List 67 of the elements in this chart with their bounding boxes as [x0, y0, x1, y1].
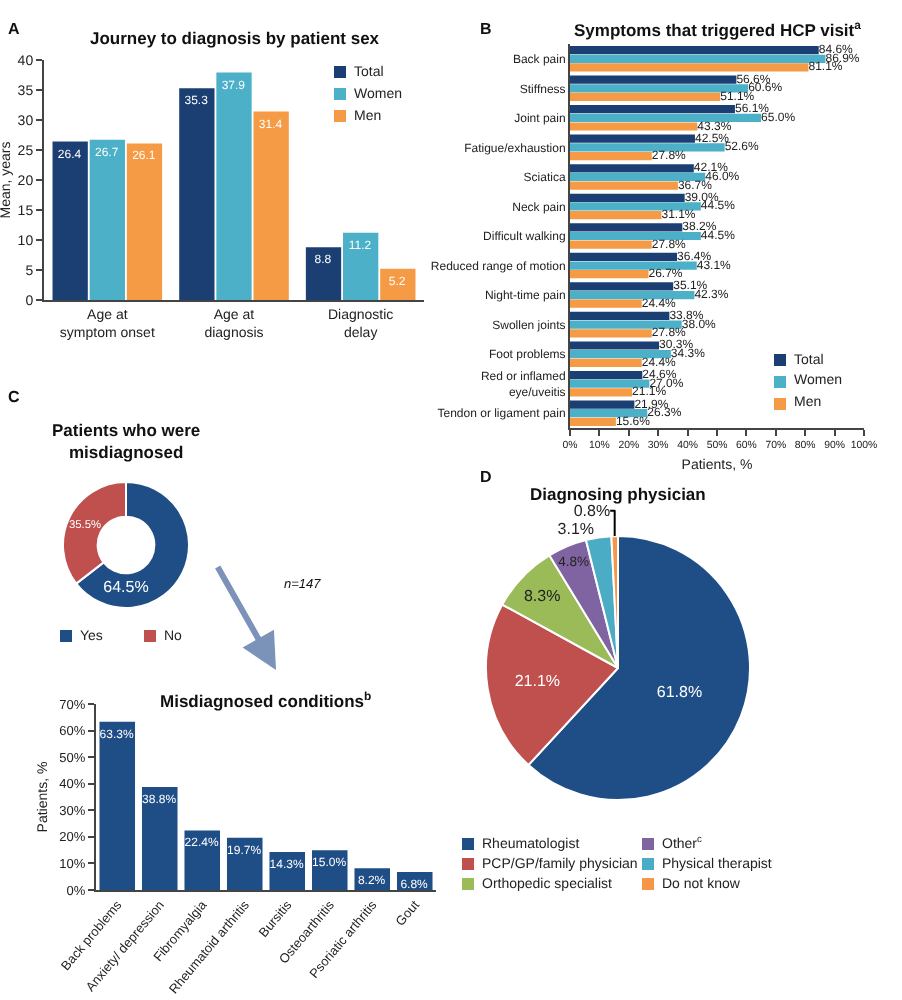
- bar: [570, 240, 652, 249]
- bar: [126, 143, 163, 300]
- bar: [226, 837, 263, 890]
- chart-title: Symptoms that triggered HCP visit$^{a}$: [574, 20, 863, 40]
- data-label: 21.1%: [514, 672, 561, 691]
- bar: [89, 139, 125, 300]
- bar: [570, 409, 648, 418]
- bar: [216, 72, 252, 300]
- bar: [52, 141, 88, 300]
- bar: [570, 151, 652, 161]
- bar: [570, 290, 695, 300]
- bar: [570, 282, 674, 291]
- bar: [570, 92, 721, 102]
- bar: [179, 88, 215, 300]
- bar: [570, 45, 819, 55]
- bar: [570, 270, 649, 279]
- bar: [570, 299, 642, 308]
- data-label: 0.8%: [573, 501, 611, 520]
- bar: [570, 54, 826, 63]
- bar: [570, 164, 694, 173]
- bar: [184, 830, 221, 890]
- bar: [570, 417, 616, 427]
- bar: [570, 370, 643, 380]
- bar: [570, 105, 735, 114]
- data-label: 64.5%: [103, 577, 149, 596]
- bar: [570, 172, 706, 182]
- bar: [570, 231, 701, 241]
- text: A: [8, 20, 20, 38]
- bar: [570, 320, 682, 329]
- bar: [570, 261, 697, 270]
- bar: [570, 350, 671, 359]
- bar: [570, 341, 660, 350]
- bar: [253, 111, 289, 300]
- bar: [570, 193, 685, 202]
- bar: [99, 721, 136, 890]
- bar: [570, 84, 749, 93]
- bar: [570, 388, 633, 397]
- bar: [570, 379, 650, 388]
- text: C: [8, 388, 20, 406]
- bar: [570, 202, 701, 211]
- bar: [570, 252, 678, 261]
- text: B: [480, 20, 492, 38]
- bar: [570, 329, 652, 338]
- bar: [570, 181, 678, 190]
- bar: [380, 268, 416, 300]
- chart-title: Diagnosing physician: [530, 484, 706, 504]
- chart-title: Patients who were misdiagnosed: [52, 420, 201, 463]
- bar: [570, 358, 642, 367]
- data-label: 61.8%: [656, 683, 703, 702]
- bar: [570, 143, 725, 152]
- text: D: [480, 468, 492, 486]
- bar: [570, 134, 695, 143]
- bar: [570, 211, 662, 220]
- data-label: 8.3%: [523, 586, 561, 605]
- bar: [570, 75, 737, 84]
- bar: [343, 232, 379, 300]
- chart-title: Misdiagnosed conditions$^{b}$: [160, 690, 373, 712]
- bar: [570, 400, 635, 409]
- bar: [570, 63, 809, 72]
- bar: [570, 311, 670, 321]
- bar: [305, 247, 342, 300]
- chart-title: Journey to diagnosis by patient sex: [90, 28, 380, 48]
- data-label: 3.1%: [557, 519, 595, 538]
- bar: [570, 223, 683, 232]
- bar: [570, 122, 698, 131]
- bar: [570, 113, 762, 122]
- bar: [141, 786, 178, 890]
